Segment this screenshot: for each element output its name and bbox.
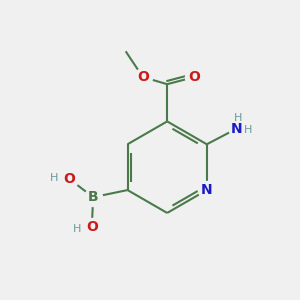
Text: H: H — [244, 125, 253, 135]
Text: N: N — [201, 183, 213, 197]
Text: H: H — [73, 224, 81, 234]
Text: B: B — [88, 190, 98, 204]
Text: O: O — [63, 172, 75, 186]
Text: H: H — [234, 113, 242, 123]
Text: O: O — [188, 70, 200, 84]
Text: O: O — [86, 220, 98, 234]
Text: N: N — [231, 122, 243, 136]
Text: O: O — [137, 70, 149, 84]
Text: H: H — [50, 173, 58, 183]
